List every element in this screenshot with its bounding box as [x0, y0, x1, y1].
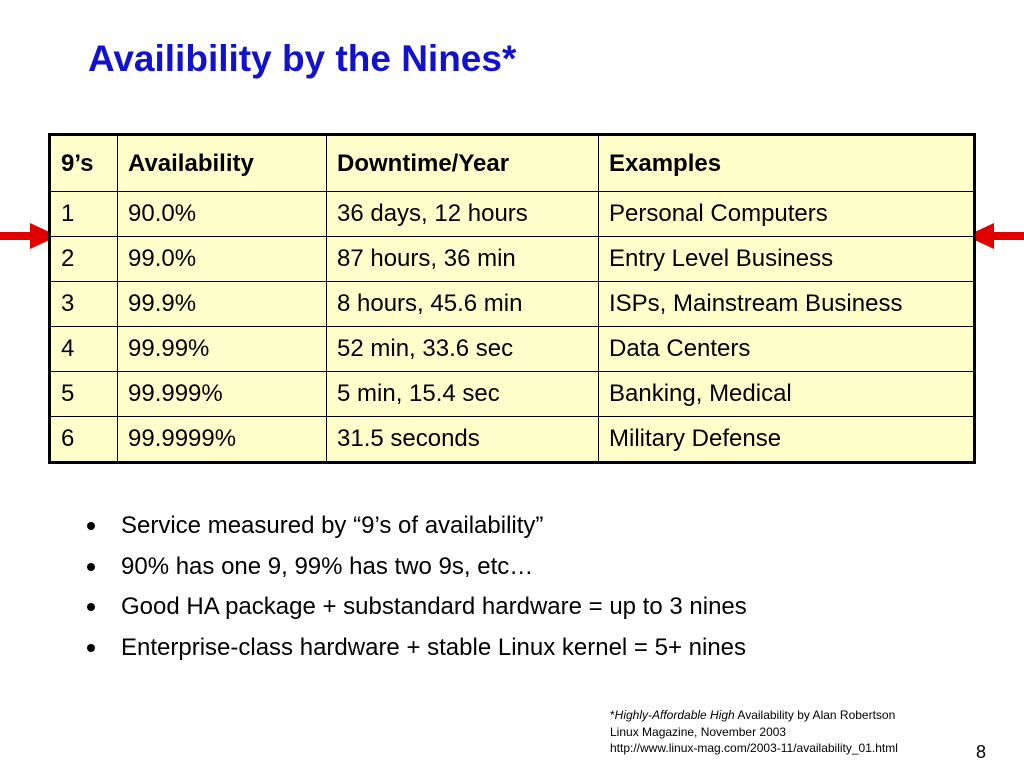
slide-title: Availibility by the Nines* — [88, 38, 517, 79]
header-nines: 9’s — [49, 134, 118, 192]
cell-availability: 99.0% — [117, 236, 327, 282]
table-header-row: 9’s Availability Downtime/Year Examples — [49, 134, 975, 192]
cell-nines: 4 — [49, 326, 118, 372]
footnote: *Highly-Affordable High Availability by … — [610, 707, 898, 757]
table-row: 3 99.9% 8 hours, 45.6 min ISPs, Mainstre… — [49, 281, 975, 327]
bullet-text: 90% has one 9, 99% has two 9s, etc… — [121, 552, 534, 580]
cell-downtime: 8 hours, 45.6 min — [326, 281, 599, 327]
arrow-left-icon — [966, 223, 1024, 249]
cell-nines: 2 — [49, 236, 118, 282]
bullet-dot-icon — [87, 562, 95, 571]
cell-availability: 99.999% — [117, 371, 327, 417]
cell-nines: 1 — [49, 191, 118, 237]
bullet-dot-icon — [87, 522, 95, 530]
footnote-italic-title: Highly-Affordable High — [614, 708, 735, 722]
cell-availability: 90.0% — [117, 191, 327, 237]
header-downtime-year: Downtime/Year — [326, 134, 599, 192]
bullet-dot-icon — [87, 603, 95, 611]
footnote-line-1: *Highly-Affordable High Availability by … — [610, 707, 898, 724]
bullet-item: Enterprise-class hardware + stable Linux… — [80, 630, 747, 671]
cell-examples: Data Centers — [598, 326, 975, 372]
table-row: 5 99.999% 5 min, 15.4 sec Banking, Medic… — [49, 371, 975, 417]
bullet-item: Good HA package + substandard hardware =… — [80, 589, 747, 630]
bullet-item: Service measured by “9’s of availability… — [80, 508, 747, 549]
cell-downtime: 31.5 seconds — [326, 416, 599, 463]
footnote-title-rest: Availability by Alan Robertson — [734, 708, 896, 722]
cell-examples: Entry Level Business — [598, 236, 975, 282]
cell-downtime: 5 min, 15.4 sec — [326, 371, 599, 417]
cell-availability: 99.99% — [117, 326, 327, 372]
bullet-text: Service measured by “9’s of availability… — [121, 512, 544, 539]
cell-examples: ISPs, Mainstream Business — [598, 281, 975, 327]
table-row: 2 99.0% 87 hours, 36 min Entry Level Bus… — [49, 236, 975, 282]
availability-table: 9’s Availability Downtime/Year Examples … — [48, 133, 976, 464]
footnote-line-2: Linux Magazine, November 2003 — [610, 724, 787, 739]
header-availability: Availability — [117, 134, 327, 192]
cell-availability: 99.9% — [117, 281, 327, 327]
cell-nines: 5 — [49, 371, 118, 417]
bullet-text: Good HA package + substandard hardware =… — [121, 593, 747, 620]
bullet-dot-icon — [87, 643, 95, 652]
cell-downtime: 36 days, 12 hours — [326, 191, 599, 237]
cell-downtime: 52 min, 33.6 sec — [326, 326, 599, 372]
table-row: 1 90.0% 36 days, 12 hours Personal Compu… — [49, 191, 975, 237]
bullet-list: Service measured by “9’s of availability… — [80, 508, 747, 670]
cell-downtime: 87 hours, 36 min — [326, 236, 599, 282]
cell-nines: 6 — [49, 416, 118, 463]
cell-examples: Personal Computers — [598, 191, 975, 237]
cell-availability: 99.9999% — [117, 416, 327, 463]
bullet-text: Enterprise-class hardware + stable Linux… — [121, 633, 747, 661]
bullet-item: 90% has one 9, 99% has two 9s, etc… — [80, 549, 747, 590]
footnote-url: http://www.linux-mag.com/2003-11/availab… — [610, 741, 898, 755]
table-row: 4 99.99% 52 min, 33.6 sec Data Centers — [49, 326, 975, 372]
footnote-asterisk: * — [610, 708, 615, 722]
cell-examples: Banking, Medical — [598, 371, 975, 417]
page-number: 8 — [976, 742, 987, 762]
arrow-right-icon — [0, 223, 58, 249]
cell-examples: Military Defense — [598, 416, 975, 463]
header-examples: Examples — [598, 134, 975, 192]
table-row: 6 99.9999% 31.5 seconds Military Defense — [49, 416, 975, 463]
cell-nines: 3 — [49, 281, 118, 327]
